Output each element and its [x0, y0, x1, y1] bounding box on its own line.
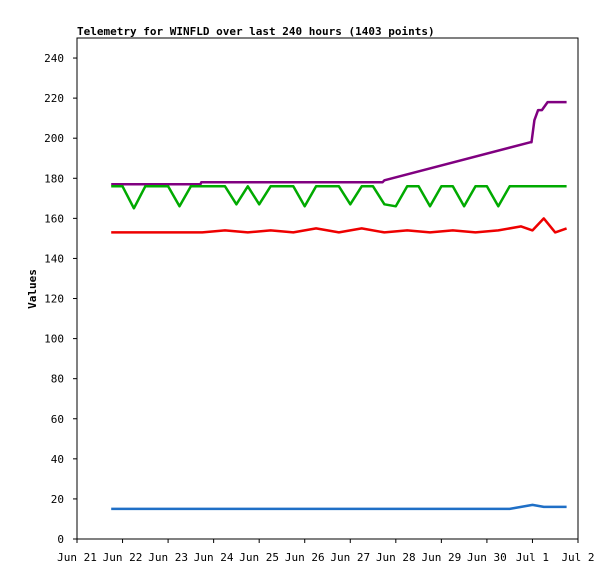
x-tick-label: Jun 27	[330, 551, 370, 564]
series-line-2	[111, 185, 567, 210]
y-axis-label: Values	[26, 269, 39, 309]
y-tick-label: 240	[44, 52, 64, 65]
y-tick-label: 20	[51, 493, 64, 506]
series-line-1	[111, 100, 567, 186]
x-tick-label: Jun 23	[148, 551, 188, 564]
y-tick-label: 40	[51, 453, 64, 466]
y-tick-label: 0	[57, 533, 64, 546]
x-tick-label: Jun 22	[103, 551, 143, 564]
x-tick-label: Jun 26	[285, 551, 325, 564]
x-tick-label: Jun 30	[467, 551, 507, 564]
series-group	[111, 100, 568, 540]
y-tick-label: 80	[51, 373, 64, 386]
x-tick-label: Jul 2	[561, 551, 594, 564]
x-tick-label: Jun 28	[376, 551, 416, 564]
y-tick-label: 160	[44, 212, 64, 225]
y-tick-label: 60	[51, 413, 64, 426]
x-tick-label: Jul 1	[516, 551, 549, 564]
y-tick-label: 200	[44, 132, 64, 145]
plot-frame	[76, 37, 579, 540]
x-tick-label: Jun 25	[239, 551, 279, 564]
y-tick-label: 140	[44, 252, 64, 265]
series-line-4	[111, 503, 567, 511]
y-tick-label: 180	[44, 172, 64, 185]
y-tick-label: 100	[44, 333, 64, 346]
x-tick-label: Jun 21	[57, 551, 97, 564]
x-tick-label: Jun 29	[421, 551, 461, 564]
x-axis: Jun 21 Jun 22 Jun 23 Jun 24 Jun 25 Jun 26 Jun …	[57, 539, 595, 564]
chart-title: Telemetry for WINFLD over last 240 hours…	[77, 25, 435, 38]
y-axis: 0 20 40 60 80 100 120 140 160 180 200 220 240	[44, 52, 77, 546]
x-tick-label: Jun 24	[194, 551, 234, 564]
series-line-3	[111, 217, 568, 234]
y-tick-label: 120	[44, 293, 64, 306]
y-tick-label: 220	[44, 92, 64, 105]
